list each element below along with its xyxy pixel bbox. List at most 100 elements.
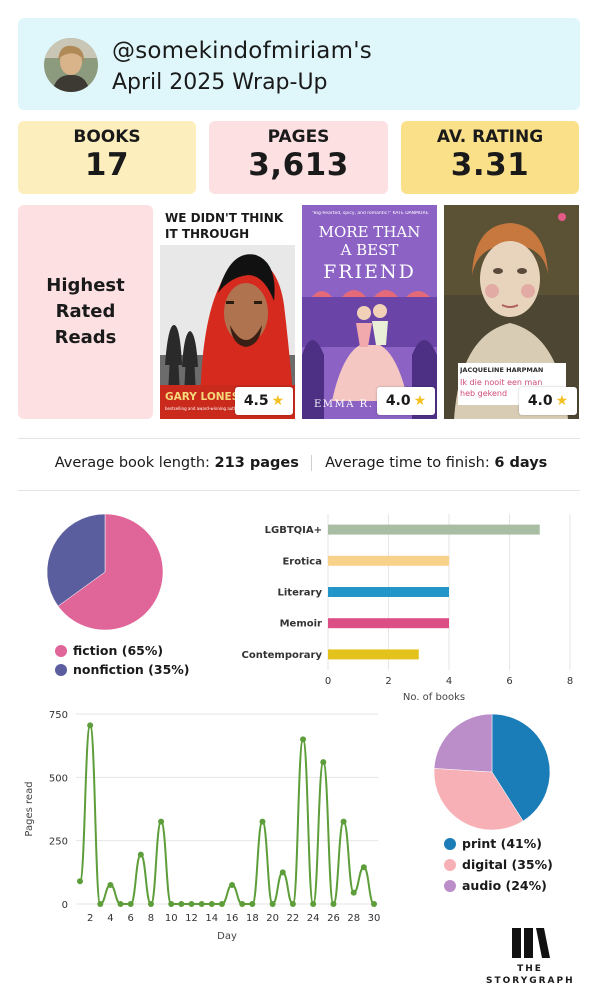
book-2-tagline: "Big-hearted, spicy, and romantic!" KATE… — [311, 211, 429, 216]
separator — [311, 455, 313, 471]
book-cover-1[interactable]: WE DIDN'T THINK IT THROUGH GARY LONES be… — [160, 205, 295, 419]
x-axis-label: No. of books — [403, 692, 465, 703]
books-stat-label: BOOKS — [73, 127, 141, 147]
y-tick-label: 0 — [62, 900, 68, 911]
pages-stat-value: 3,613 — [248, 147, 349, 183]
y-tick-label: 750 — [49, 710, 68, 721]
book-2-title-line-1: MORE THAN — [318, 223, 421, 241]
legend-label-print: print (41%) — [462, 836, 542, 851]
data-point — [360, 864, 367, 871]
data-point — [97, 901, 104, 907]
x-tick-label: 4 — [107, 913, 113, 924]
data-point — [310, 901, 317, 907]
x-tick-label: 6 — [506, 676, 512, 687]
category-label: Contemporary — [242, 650, 323, 661]
category-label: Erotica — [282, 556, 322, 567]
category-label: LGBTQIA+ — [265, 525, 322, 536]
legend-label-digital: digital (35%) — [462, 857, 553, 872]
pie-slice-audio — [433, 713, 493, 773]
pie-slice-nonfiction — [46, 513, 106, 607]
highest-rated-label: Highest Rated Reads — [46, 275, 125, 348]
book-cover-3[interactable]: JACQUELINE HARPMAN Ik die nooit een man … — [444, 205, 579, 419]
bar — [328, 618, 449, 629]
pie-slice-print — [491, 713, 551, 822]
book-1-title-line-1: WE DIDN'T THINK — [165, 211, 284, 225]
rating-stat-label: AV. RATING — [436, 127, 544, 147]
star-icon: ★ — [413, 393, 427, 409]
digital-swatch — [444, 858, 456, 871]
fiction-legend: fiction (65%) nonfiction (35%) — [55, 641, 190, 679]
x-tick-label: 22 — [287, 913, 300, 924]
fiction-pie-chart — [46, 513, 164, 631]
book-3-title-line-1: Ik die nooit een man — [460, 378, 543, 387]
pages-stat-label: PAGES — [267, 127, 330, 147]
data-point — [320, 759, 327, 766]
y-tick-label: 500 — [49, 773, 68, 784]
x-tick-label: 8 — [567, 676, 573, 687]
avatar[interactable] — [44, 38, 98, 92]
x-tick-label: 8 — [148, 913, 154, 924]
storygraph-logo[interactable]: THE STORYGRAPH — [486, 926, 574, 986]
divider — [18, 438, 580, 439]
x-tick-label: 14 — [205, 913, 218, 924]
rating-badge: 4.5 ★ — [235, 387, 293, 415]
data-point — [229, 882, 236, 888]
legend-item-nonfiction: nonfiction (35%) — [55, 660, 190, 679]
category-label: Memoir — [280, 619, 322, 630]
y-tick-label: 250 — [49, 837, 68, 848]
x-tick-label: 16 — [226, 913, 239, 924]
avg-length-label: Average book length: — [54, 455, 215, 471]
rating-badge: 4.0 ★ — [377, 387, 435, 415]
avg-time-label: Average time to finish: — [325, 455, 495, 471]
print-swatch — [444, 837, 456, 850]
genre-bar-chart: 0 2 4 6 8 LGBTQIA+ Erotica Literary Memoir Contem… — [242, 514, 573, 703]
y-axis-label: Pages read — [24, 781, 35, 836]
book-3-author: JACQUELINE HARPMAN — [460, 366, 544, 374]
star-icon: ★ — [271, 393, 285, 409]
series-line — [79, 724, 375, 906]
x-tick-label: 20 — [266, 913, 279, 924]
bar — [328, 524, 540, 535]
data-point — [330, 901, 337, 907]
pie-slice-fiction — [57, 513, 164, 631]
data-point — [300, 736, 307, 743]
books-stat-card: BOOKS 17 — [18, 121, 196, 194]
category-label: Literary — [278, 588, 323, 599]
bar — [328, 649, 419, 660]
bar — [328, 587, 449, 597]
nonfiction-swatch — [55, 663, 67, 676]
username-heading: @somekindofmiriam's — [112, 38, 372, 64]
book-2-rating: 4.0 — [385, 393, 411, 409]
book-2-author: EMMA R. — [314, 399, 374, 410]
book-3-title-line-2: heb gekend — [460, 389, 508, 398]
data-point — [178, 901, 185, 907]
x-tick-label: 28 — [347, 913, 360, 924]
book-2-title-line-2: A BEST — [340, 241, 399, 259]
data-point — [147, 901, 154, 907]
storygraph-logo-icon — [512, 928, 550, 958]
data-point — [87, 722, 94, 729]
legend-item-digital: digital (35%) — [444, 854, 553, 875]
x-tick-label: 24 — [307, 913, 320, 924]
legend-item-print: print (41%) — [444, 833, 553, 854]
book-3-rating: 4.0 — [527, 393, 553, 409]
legend-label-audio: audio (24%) — [462, 878, 547, 893]
bar — [328, 555, 449, 566]
data-point — [340, 818, 347, 825]
book-cover-2[interactable]: "Big-hearted, spicy, and romantic!" KATE… — [302, 205, 437, 419]
x-tick-label: 2 — [385, 676, 391, 687]
data-point — [279, 869, 286, 876]
data-point — [77, 878, 83, 885]
averages-line: Average book length: 213 pages Average t… — [0, 455, 602, 471]
legend-item-fiction: fiction (65%) — [55, 641, 190, 660]
data-point — [198, 901, 205, 907]
highest-rated-label-panel: Highest Rated Reads — [18, 205, 153, 419]
x-tick-label: 0 — [325, 676, 331, 687]
book-1-title-line-2: IT THROUGH — [165, 227, 250, 241]
data-point — [259, 818, 266, 825]
book-1-rating: 4.5 — [243, 393, 269, 409]
logo-text-storygraph: STORYGRAPH — [486, 976, 575, 986]
logo-text-the: THE — [517, 964, 543, 974]
data-point — [371, 901, 377, 907]
